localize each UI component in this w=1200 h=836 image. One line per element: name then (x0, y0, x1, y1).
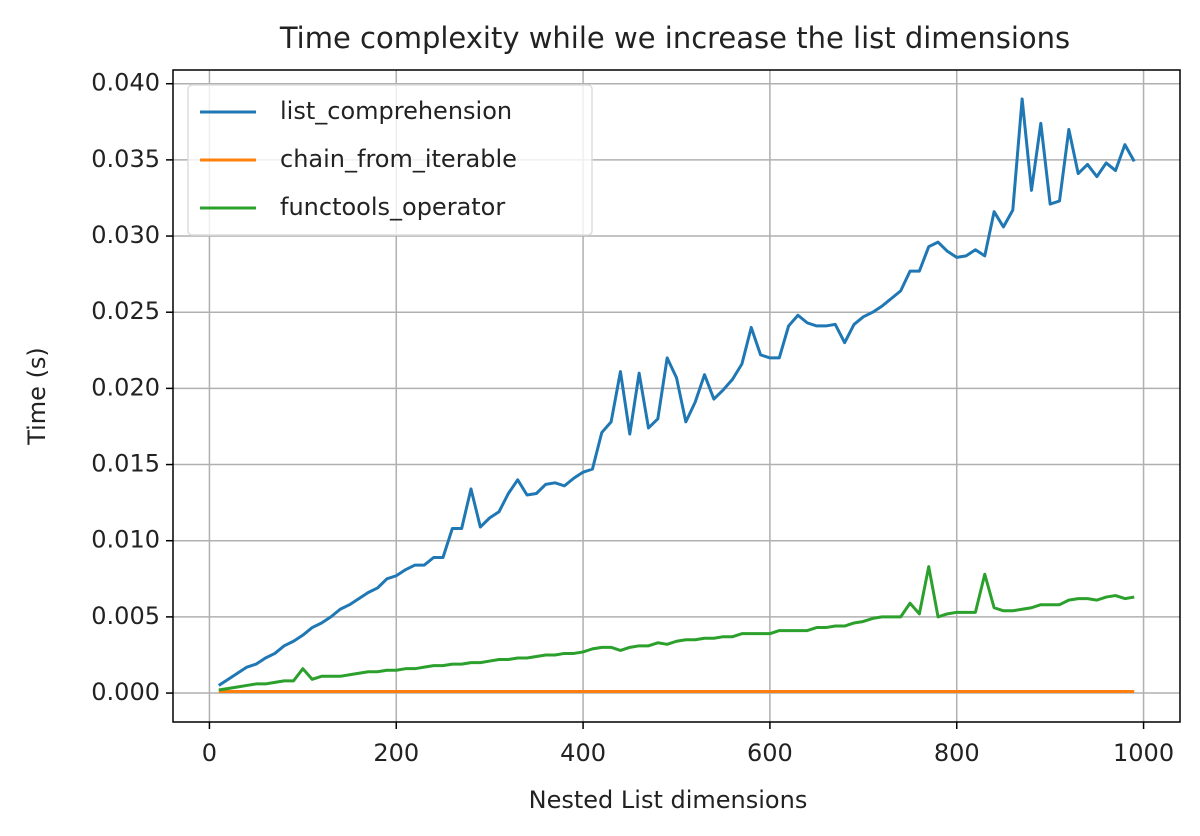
y-tick-label: 0.040 (91, 69, 160, 97)
legend-label: functools_operator (280, 193, 505, 221)
legend-label: chain_from_iterable (280, 145, 517, 173)
series-line (217, 97, 1136, 687)
x-tick-label: 200 (373, 739, 419, 767)
x-tick-label: 600 (747, 739, 793, 767)
x-tick-label: 800 (934, 739, 980, 767)
plot-frame (172, 69, 1181, 723)
y-tick-label: 0.005 (91, 602, 160, 630)
legend-frame (187, 84, 593, 236)
y-tick-label: 0.010 (91, 526, 160, 554)
series-line (218, 565, 1135, 692)
y-tick-label: 0.035 (91, 145, 160, 173)
y-axis-label: Time (s) (23, 347, 51, 446)
y-tick-label: 0.000 (91, 678, 160, 706)
x-axis-label: Nested List dimensions (529, 786, 808, 814)
legend-label: list_comprehension (280, 97, 512, 125)
y-tick-label: 0.015 (91, 450, 160, 478)
y-tick-label: 0.025 (91, 297, 160, 325)
y-tick-label: 0.020 (91, 373, 160, 401)
x-tick-label: 0 (202, 739, 217, 767)
x-tick-label: 400 (560, 739, 606, 767)
legend: list_comprehension chain_from_iterablefun… (187, 84, 593, 236)
chart-title: Time complexity while we increase the li… (279, 21, 1070, 55)
x-tick-label: 1000 (1113, 739, 1174, 767)
y-tick-label: 0.030 (91, 221, 160, 249)
